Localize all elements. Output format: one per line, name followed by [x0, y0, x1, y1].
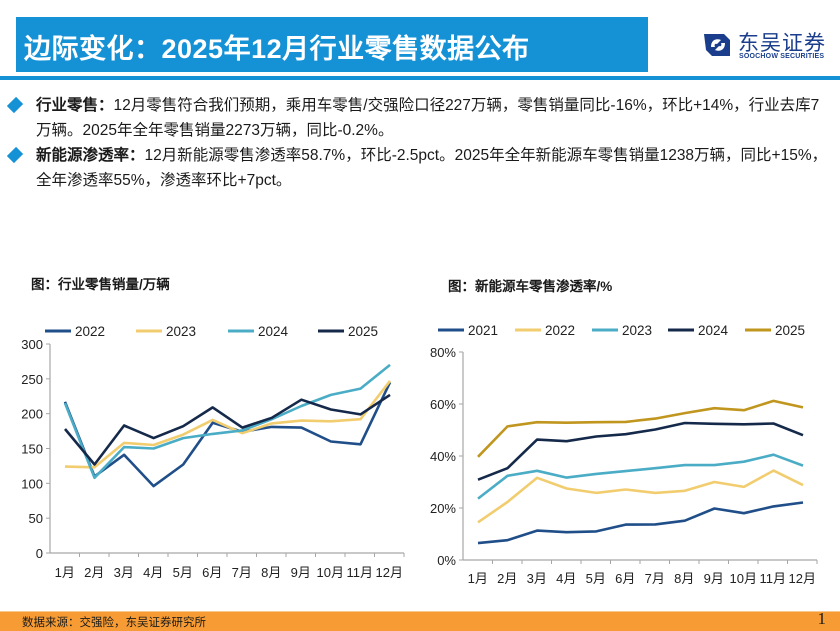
- logo-english-name: SOOCHOW SECURITIES: [739, 53, 825, 60]
- page-title: 边际变化：2025年12月行业零售数据公布: [24, 34, 530, 64]
- bullet-key: 行业零售：: [36, 97, 114, 114]
- chart2-series-2023-line: [477, 453, 804, 500]
- chart2-x-tick-label: 10月: [730, 571, 757, 586]
- chart2-y-tick-label: 60%: [430, 397, 456, 412]
- chart1-x-tick-label: 10月: [317, 565, 344, 580]
- chart1-y-tick-label: 150: [21, 442, 43, 457]
- chart1-y-tick-label: 250: [21, 372, 43, 387]
- bullet-retail: 行业零售：12月零售符合我们预期，乘用车零售/交强险口径227万辆，零售销量同比…: [6, 93, 830, 143]
- chart1-x-tick-label: 9月: [291, 565, 311, 580]
- chart2-x-tick-label: 8月: [674, 571, 694, 586]
- bullet-text: 12月零售符合我们预期，乘用车零售/交强险口径227万辆，零售销量同比-16%，…: [36, 97, 820, 139]
- data-source: 数据来源：交强险，东吴证券研究所: [22, 617, 206, 629]
- chart1-y-tick-label: 0: [36, 546, 43, 561]
- chart1-y-tick-label: 50: [29, 511, 43, 526]
- chart2-series-2025-line: [477, 399, 804, 458]
- chart-title-penetration: 图：新能源车零售渗透率/%: [448, 279, 613, 294]
- logo-chinese-name: 东吴证券: [738, 32, 826, 55]
- chart2-series-2024-line: [477, 421, 804, 481]
- chart1-x-tick-label: 3月: [114, 565, 134, 580]
- chart1-x-tick-label: 11月: [347, 565, 374, 580]
- chart1-x-tick-label: 2月: [84, 565, 104, 580]
- chart1-x-tick-label: 8月: [261, 565, 281, 580]
- bullet-text: 12月新能源零售渗透率58.7%，环比-2.5pct。2025年全年新能源车零售…: [36, 147, 828, 189]
- chart2-x-tick-label: 1月: [468, 571, 488, 586]
- page-number: 1: [817, 609, 827, 628]
- chart2-y-tick-label: 80%: [430, 345, 456, 360]
- chart2-x-tick-label: 9月: [704, 571, 724, 586]
- chart1-series-2025-line: [64, 393, 391, 466]
- chart2-legend-label-2024: 2024: [698, 323, 729, 338]
- chart1-y-tick-label: 100: [21, 476, 43, 491]
- title-bar: 边际变化：2025年12月行业零售数据公布: [16, 17, 648, 72]
- chart1-series-2024-line: [63, 363, 391, 480]
- chart2-legend-label-2022: 2022: [545, 323, 575, 338]
- chart2-x-tick-label: 5月: [586, 571, 606, 586]
- chart1-x-tick-label: 12月: [376, 565, 403, 580]
- chart1-series-2022-line: [63, 381, 392, 488]
- chart1-legend-label-2022: 2022: [75, 324, 105, 339]
- chart1-x-tick-label: 6月: [202, 565, 222, 580]
- chart2-y-tick-label: 40%: [430, 449, 456, 464]
- footer-bar: 数据来源：交强险，东吴证券研究所 1: [0, 609, 840, 631]
- chart-title-retail: 图：行业零售销量/万辆: [31, 277, 170, 292]
- chart1-legend-label-2024: 2024: [258, 324, 289, 339]
- chart1-y-tick-label: 200: [21, 407, 43, 422]
- chart1-y-tick-label: 300: [21, 337, 43, 352]
- chart2-y-tick-label: 20%: [430, 501, 456, 516]
- chart2-legend-label-2025: 2025: [775, 323, 805, 338]
- chart2-x-tick-label: 3月: [527, 571, 547, 586]
- bullet-key: 新能源渗透率：: [36, 147, 145, 164]
- chart1-legend-label-2023: 2023: [166, 324, 196, 339]
- chart2-x-tick-label: 4月: [556, 571, 576, 586]
- header-divider: [0, 76, 840, 80]
- chart1-x-tick-label: 5月: [173, 565, 193, 580]
- bullet-nev-penetration: 新能源渗透率：12月新能源零售渗透率58.7%，环比-2.5pct。2025年全…: [6, 143, 830, 193]
- company-logo: 东吴证券 SOOCHOW SECURITIES: [702, 26, 832, 66]
- chart1-series-2023-line: [64, 380, 392, 469]
- chart2-x-tick-label: 2月: [497, 571, 517, 586]
- chart1-x-tick-label: 1月: [55, 565, 75, 580]
- chart2-legend-label-2021: 2021: [468, 323, 498, 338]
- chart2-y-tick-label: 0%: [437, 553, 456, 568]
- chart2-x-tick-label: 7月: [645, 571, 665, 586]
- chart1-x-tick-label: 7月: [232, 565, 252, 580]
- chart2-x-tick-label: 11月: [760, 571, 787, 586]
- chart2-legend-label-2023: 2023: [622, 323, 652, 338]
- chart2-x-tick-label: 12月: [789, 571, 816, 586]
- chart1-legend-label-2025: 2025: [348, 324, 378, 339]
- chart2-series-2022-line: [477, 469, 804, 524]
- soochow-logo-icon: [704, 34, 730, 56]
- summary-bullets: 行业零售：12月零售符合我们预期，乘用车零售/交强险口径227万辆，零售销量同比…: [6, 93, 830, 193]
- chart2-x-tick-label: 6月: [615, 571, 635, 586]
- chart1-x-tick-label: 4月: [143, 565, 163, 580]
- chart2-series-2021-line: [477, 501, 804, 545]
